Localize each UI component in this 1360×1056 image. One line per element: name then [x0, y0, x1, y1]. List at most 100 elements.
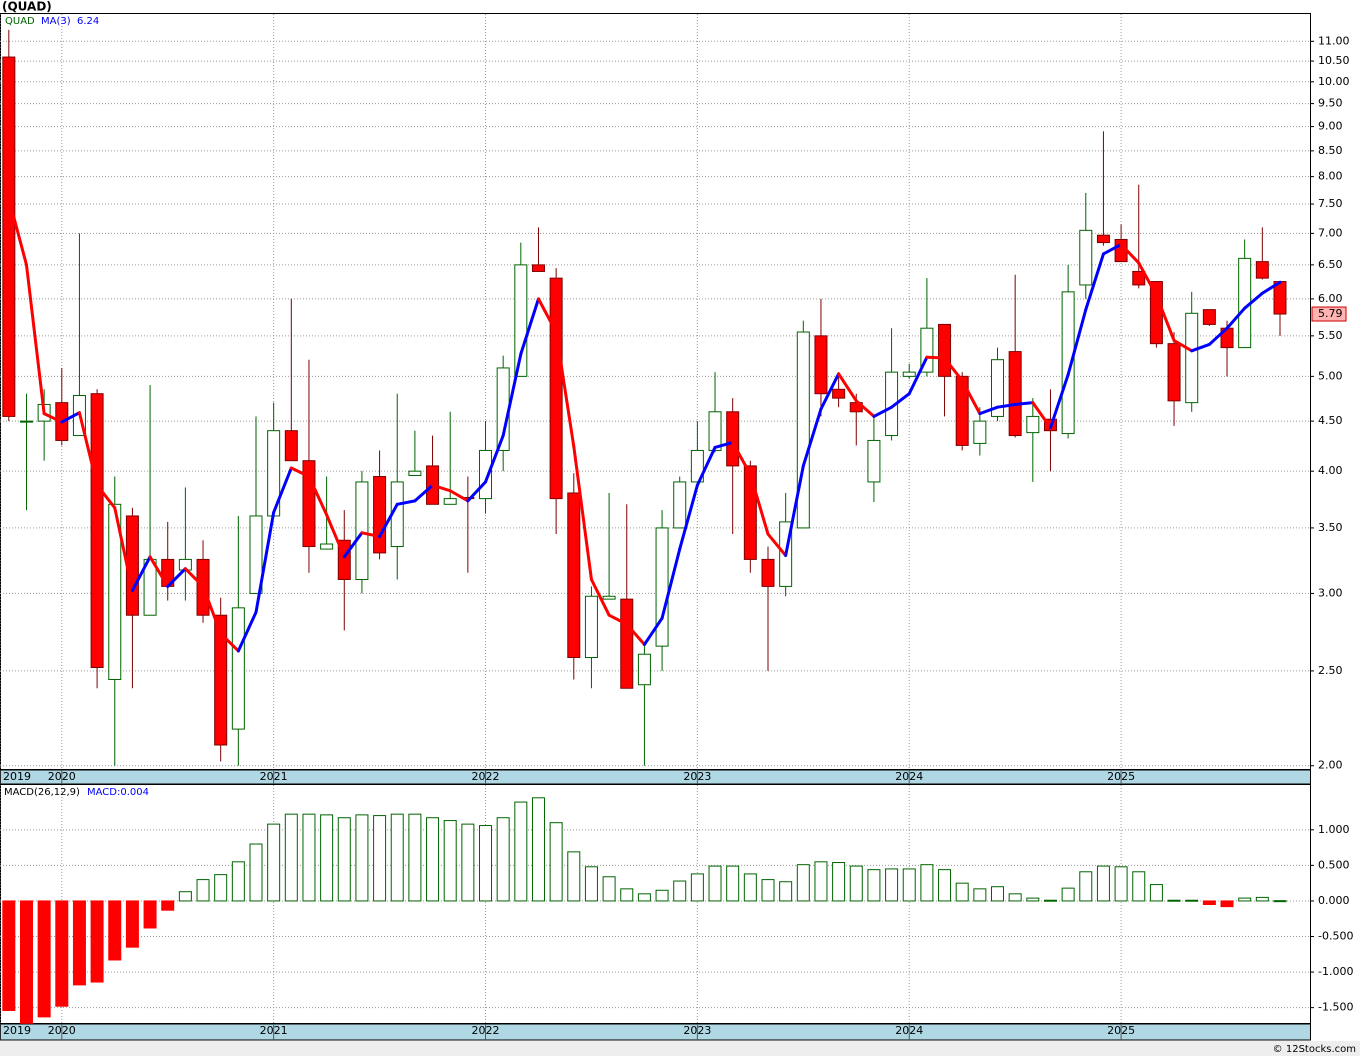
macd-bar — [390, 813, 404, 902]
candle-body — [955, 375, 969, 446]
candle-body — [867, 439, 881, 483]
macd-bar — [1096, 865, 1110, 902]
candle-body — [443, 498, 457, 505]
y-tick-label: 8.00 — [1318, 170, 1343, 183]
macd-bar — [761, 879, 775, 902]
ma-line — [7, 196, 28, 267]
candle-body — [108, 503, 122, 680]
candle-body — [973, 420, 987, 444]
ma-line — [431, 483, 452, 493]
ma-line — [1172, 339, 1194, 353]
y-tick-label: -1.500 — [1318, 1001, 1353, 1014]
ma-line — [484, 434, 505, 484]
x-tick-label: 2021 — [260, 1024, 288, 1037]
candle-body — [284, 430, 298, 462]
ma-line — [42, 412, 64, 424]
x-tick-label: 2025 — [1107, 770, 1135, 783]
macd-bar — [90, 900, 104, 983]
x-tick-label: 2025 — [1107, 1024, 1135, 1037]
macd-bar — [991, 886, 1005, 902]
macd-bar — [37, 900, 51, 1018]
ma-line — [519, 297, 540, 356]
candle-body — [373, 476, 387, 554]
ma-line — [77, 411, 99, 487]
macd-bar — [955, 882, 969, 902]
macd-bar — [1220, 900, 1234, 908]
macd-bar — [1114, 866, 1128, 902]
candle-body — [1096, 234, 1110, 244]
macd-bar — [938, 869, 952, 902]
ma-line — [325, 513, 346, 559]
legend-macd: MACD:0.004 — [87, 787, 149, 798]
candle-body — [814, 335, 828, 395]
footer: © 12Stocks.com — [1273, 1044, 1356, 1055]
ma-line — [395, 499, 417, 506]
y-tick-label: -1.000 — [1318, 965, 1353, 978]
macd-bar — [637, 893, 651, 902]
candle-body — [355, 481, 369, 580]
ma-line — [254, 510, 276, 614]
y-tick-label: 4.00 — [1318, 464, 1343, 477]
ma-line — [60, 411, 81, 424]
y-tick-label: -0.500 — [1318, 930, 1353, 943]
y-tick-label: 8.50 — [1318, 144, 1343, 157]
macd-bar — [284, 813, 298, 902]
ma-line — [148, 555, 170, 588]
macd-bar — [920, 864, 934, 902]
candle-body — [214, 614, 228, 746]
macd-bar — [1043, 899, 1057, 902]
ma-line — [713, 440, 735, 449]
candle-body — [796, 331, 810, 529]
candle-body — [673, 481, 687, 529]
candle-body — [708, 411, 722, 451]
ma-line — [678, 483, 699, 551]
ma-line — [731, 440, 752, 476]
candle-body — [19, 420, 33, 423]
candle-body — [602, 595, 616, 600]
macd-bar — [584, 866, 598, 902]
y-tick-label: 11.00 — [1318, 34, 1350, 47]
candle-body — [1202, 309, 1216, 325]
ma-line — [183, 567, 205, 588]
ma-line — [130, 555, 152, 593]
macd-bar — [779, 881, 793, 902]
candle-body — [231, 607, 245, 730]
ma-line — [272, 466, 293, 514]
candle-body — [902, 371, 916, 377]
y-tick-label: 6.50 — [1318, 258, 1343, 271]
candle-body — [1185, 312, 1199, 404]
ma-line — [342, 531, 364, 559]
macd-bar — [337, 817, 351, 902]
y-tick-label: 9.00 — [1318, 120, 1343, 133]
ma-line — [748, 472, 770, 536]
y-tick-label: 10.50 — [1318, 54, 1350, 67]
ma-line — [819, 372, 841, 411]
candle-body — [249, 515, 263, 594]
macd-bar — [655, 889, 669, 902]
ma-line — [1190, 342, 1211, 353]
macd-bar — [249, 843, 263, 902]
ma-line — [95, 483, 117, 510]
macd-bar — [849, 865, 863, 902]
ma-line — [24, 263, 46, 416]
candle-body — [655, 527, 669, 647]
ma-line — [960, 379, 982, 416]
macd-bar — [1185, 899, 1199, 902]
macd-bar — [567, 851, 581, 902]
macd-bar — [1255, 896, 1269, 902]
macd-bar — [426, 817, 440, 902]
x-tick-label: 2024 — [895, 1024, 923, 1037]
ma-line — [996, 402, 1017, 409]
ma-line — [1154, 293, 1176, 343]
candle-body — [1061, 291, 1075, 435]
macd-bar — [549, 822, 563, 902]
ma-line — [236, 610, 258, 653]
macd-bar — [1273, 900, 1287, 903]
x-tick-label: 2020 — [48, 770, 76, 783]
ma-line — [766, 532, 788, 558]
candle-body — [1026, 415, 1040, 434]
ma-line — [907, 355, 929, 396]
ma-line — [1137, 261, 1158, 297]
ma-line — [642, 616, 664, 647]
